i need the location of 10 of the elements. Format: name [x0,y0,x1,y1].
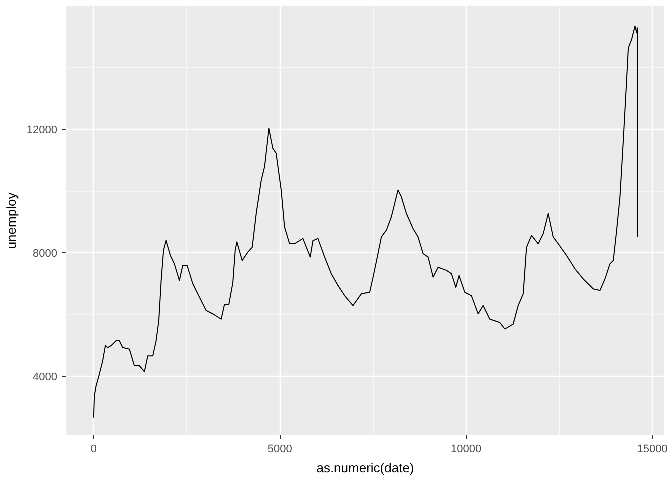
x-tick-label: 5000 [268,444,292,456]
x-tick-label: 10000 [451,444,482,456]
y-tick-label: 8000 [33,248,58,260]
y-tick-label: 12000 [26,124,58,136]
x-axis-title: as.numeric(date) [316,460,414,476]
x-tick-label: 15000 [637,444,668,456]
line-series [93,26,638,418]
y-tick-label: 4000 [33,372,58,384]
y-axis-title: unemploy [4,192,19,250]
x-tick-label: 0 [90,444,97,456]
